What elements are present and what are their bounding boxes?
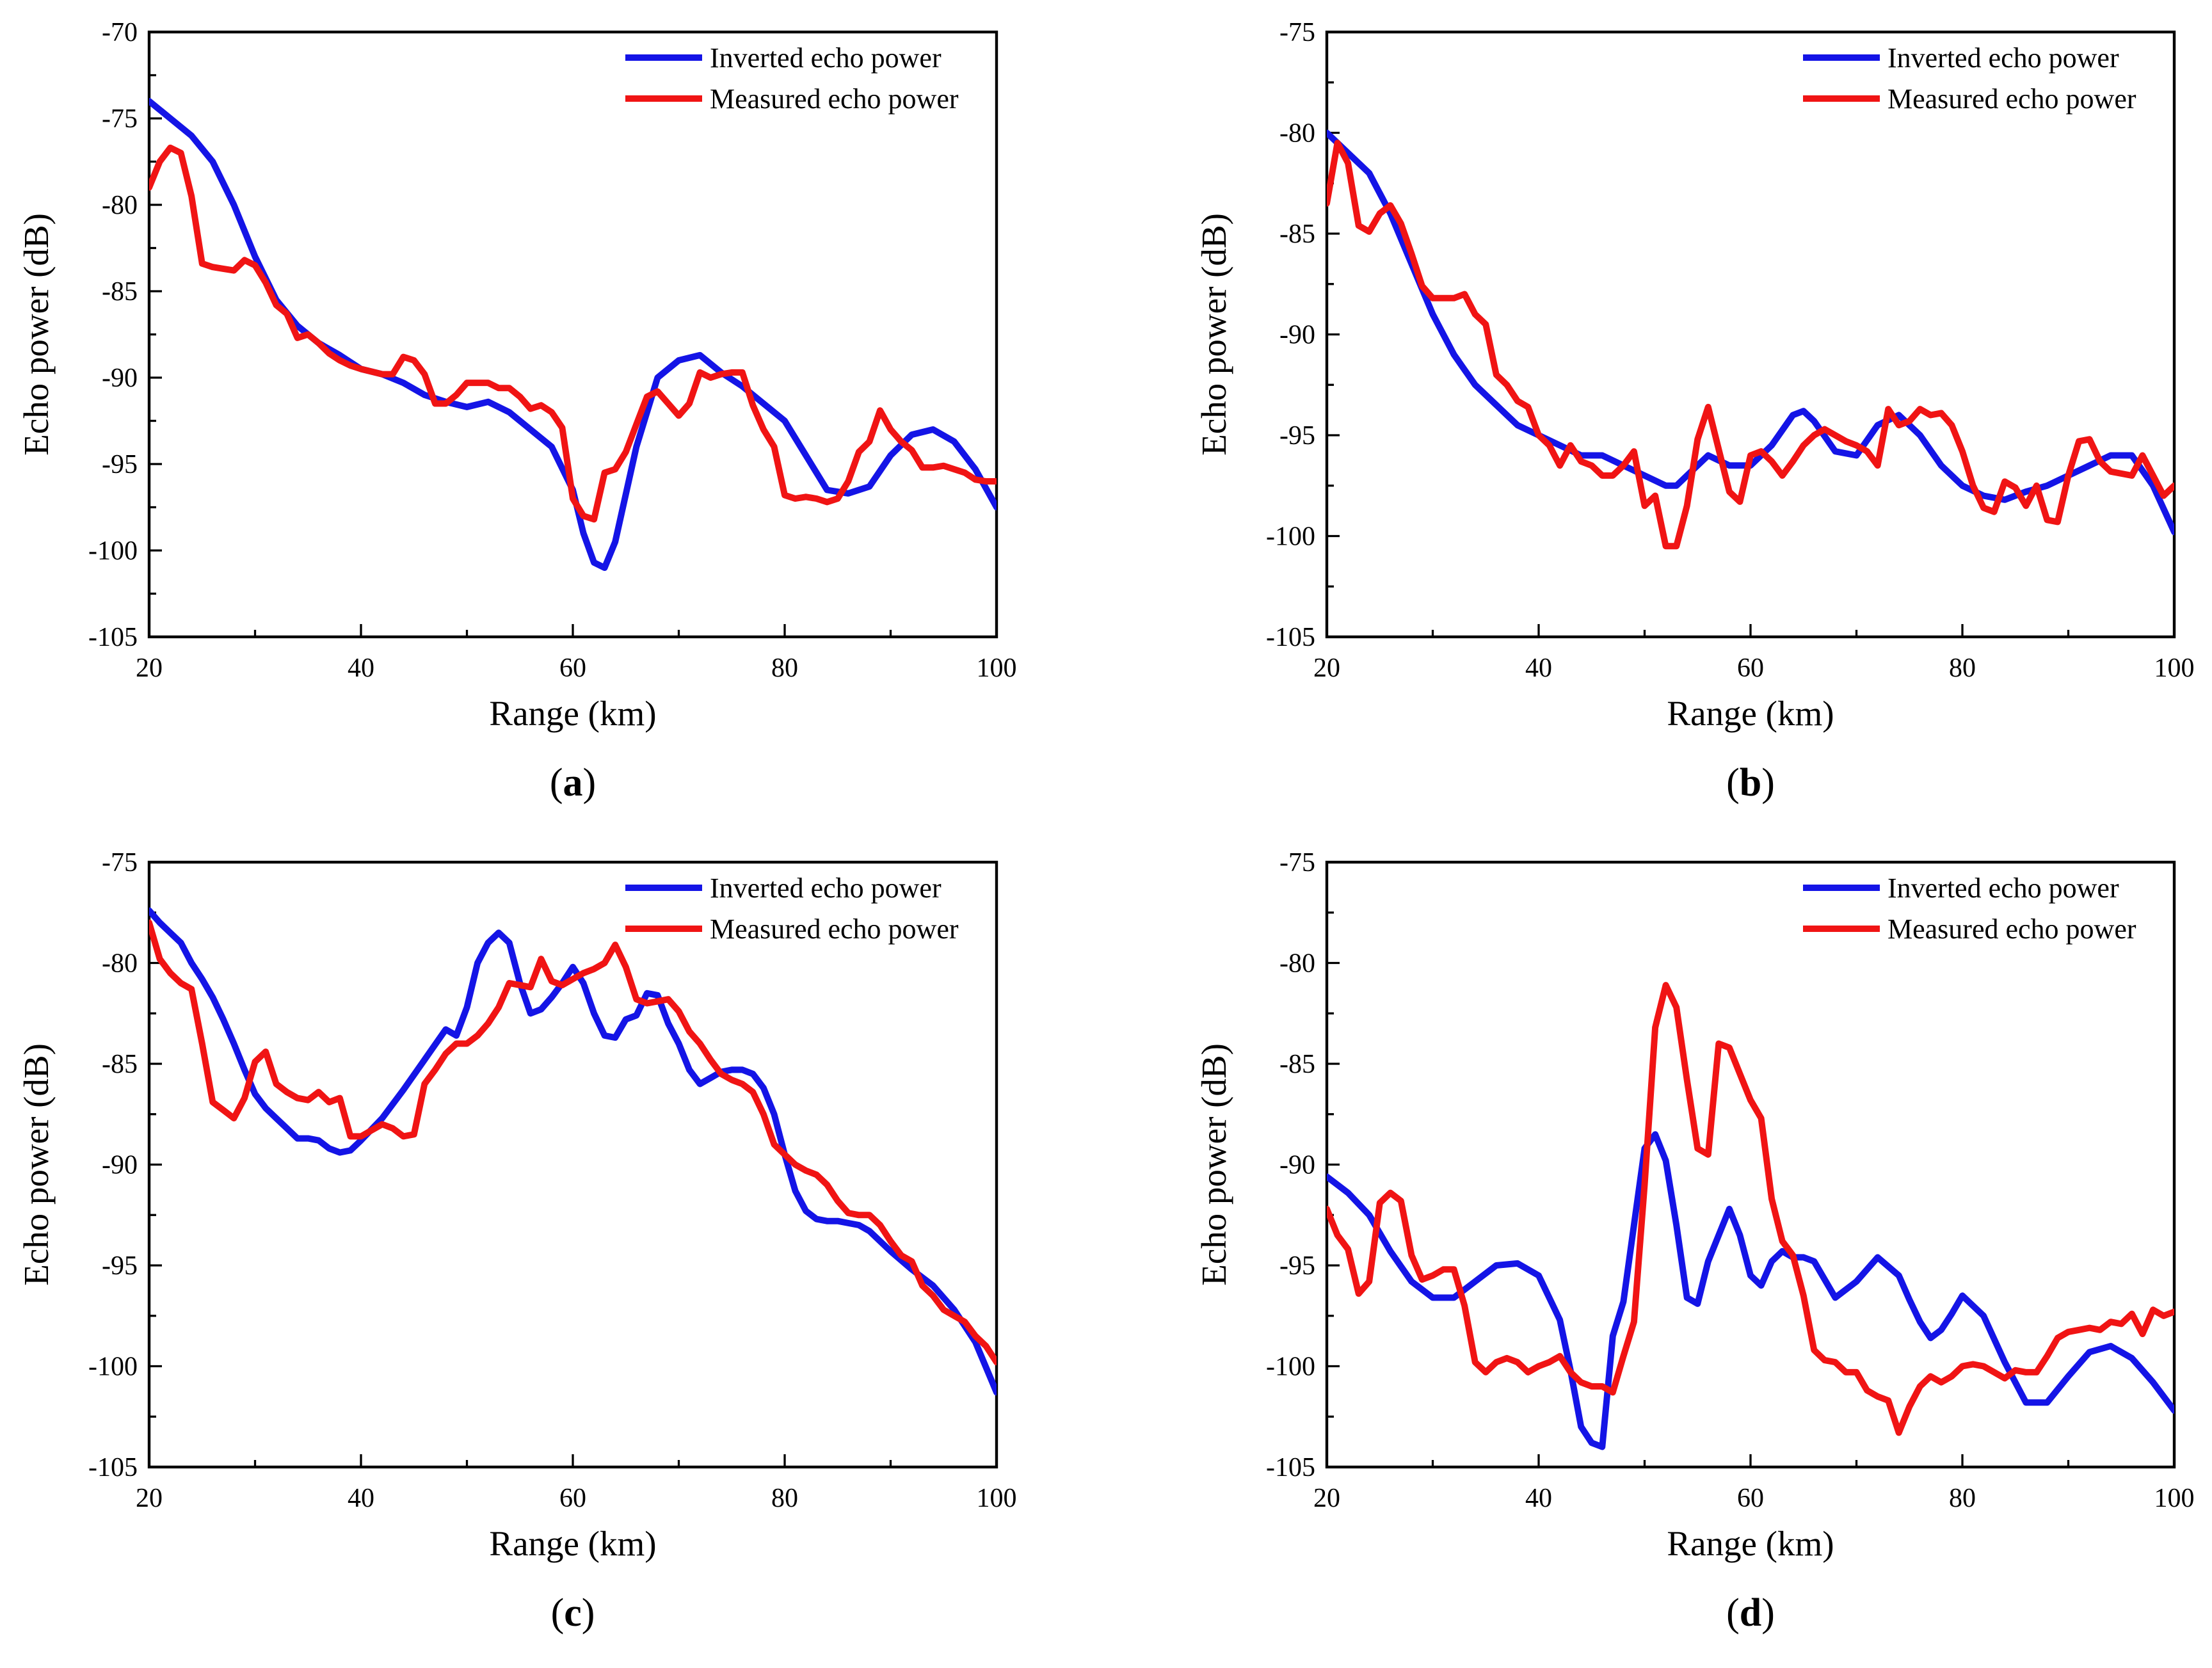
x-tick-label: 60 — [1737, 1484, 1764, 1513]
chart-panel-4: 20 40 60 80 100 -75 -80 -85 -90 -95 -100 -105 Range … — [1194, 848, 2195, 1635]
x-axis-label: Range (km) — [1667, 1524, 1834, 1563]
y-axis-label: Echo power (dB) — [17, 213, 56, 456]
y-tick-label: -85 — [102, 277, 138, 307]
legend-label: Inverted echo power — [1887, 42, 2119, 74]
plot-frame — [1325, 860, 2176, 1469]
series-line-measured — [149, 919, 997, 1366]
y-tick-label: -85 — [102, 1050, 138, 1079]
chart-panel-2: 20 40 60 80 100 -75 -80 -85 -90 -95 -100 -105 Range … — [1194, 18, 2195, 805]
x-tick-label: 80 — [771, 654, 798, 683]
x-tick-label: 100 — [977, 1484, 1017, 1513]
chart-panel-3: 20 40 60 80 100 -75 -80 -85 -90 -95 -100 -105 Range … — [17, 848, 1017, 1635]
y-tick-label: -100 — [1266, 522, 1315, 552]
y-tick-label: -90 — [1279, 1151, 1315, 1180]
x-tick-label: 80 — [771, 1484, 798, 1513]
caption-part: ) — [582, 1591, 595, 1635]
y-tick-label: -100 — [88, 1352, 138, 1382]
chart-panel-1: 20 40 60 80 100 -70 -75 -80 -85 -90 -95 -100 -105 Ran… — [17, 18, 1017, 805]
y-tick-label: -95 — [1279, 1251, 1315, 1281]
x-tick-label: 80 — [1949, 654, 1976, 683]
y-axis-label: Echo power (dB) — [1194, 1043, 1233, 1286]
x-axis-label: Range (km) — [489, 694, 656, 733]
panel-caption: (d) — [1726, 1591, 1775, 1635]
caption-part: a — [563, 761, 583, 805]
y-tick-label: -90 — [102, 1151, 138, 1180]
y-tick-label: -75 — [1279, 848, 1315, 878]
series-line-measured — [149, 144, 997, 523]
legend-label: Measured echo power — [1887, 83, 2136, 115]
y-tick-label: -80 — [102, 191, 138, 220]
panel-caption: (c) — [551, 1591, 595, 1635]
caption-part: ( — [1726, 1591, 1740, 1635]
caption-part: b — [1740, 761, 1761, 805]
series-line-inverted — [149, 907, 997, 1396]
x-tick-label: 20 — [136, 654, 163, 683]
y-tick-label: -105 — [1266, 623, 1315, 652]
y-tick-label: -95 — [102, 1251, 138, 1281]
y-axis-label: Echo power (dB) — [1194, 213, 1233, 456]
y-tick-label: -75 — [102, 104, 138, 134]
series-line-inverted — [1327, 1131, 2174, 1450]
plot-frame — [147, 30, 998, 639]
caption-part: ) — [583, 761, 597, 805]
y-tick-label: -70 — [102, 18, 138, 47]
caption-part: ( — [551, 1591, 565, 1635]
y-tick-label: -100 — [1266, 1352, 1315, 1382]
y-tick-label: -100 — [88, 536, 138, 566]
series-line-measured — [1327, 982, 2174, 1436]
y-tick-label: -95 — [1279, 421, 1315, 451]
caption-part: ) — [1761, 1591, 1775, 1635]
caption-part: d — [1740, 1591, 1761, 1635]
series-line-measured — [1327, 140, 2174, 550]
x-tick-label: 20 — [1313, 1484, 1340, 1513]
x-axis-label: Range (km) — [489, 1524, 656, 1563]
series-line-inverted — [1327, 129, 2174, 536]
y-tick-label: -80 — [102, 949, 138, 979]
y-tick-label: -85 — [1279, 220, 1315, 249]
x-tick-label: 100 — [2154, 654, 2195, 683]
y-tick-label: -95 — [102, 450, 138, 479]
y-axis-label: Echo power (dB) — [17, 1043, 56, 1286]
y-tick-label: -80 — [1279, 119, 1315, 148]
y-tick-label: -85 — [1279, 1050, 1315, 1079]
y-tick-label: -105 — [1266, 1453, 1315, 1482]
legend-label: Measured echo power — [710, 83, 959, 115]
panel-caption: (a) — [550, 761, 596, 805]
y-tick-label: -80 — [1279, 949, 1315, 979]
x-tick-label: 40 — [348, 1484, 374, 1513]
x-tick-label: 100 — [977, 654, 1017, 683]
legend-label: Measured echo power — [710, 913, 959, 945]
legend-label: Inverted echo power — [710, 42, 942, 74]
x-tick-label: 80 — [1949, 1484, 1976, 1513]
caption-part: ) — [1761, 761, 1775, 805]
x-tick-label: 60 — [559, 654, 586, 683]
x-tick-label: 20 — [1313, 654, 1340, 683]
y-tick-label: -90 — [1279, 321, 1315, 350]
caption-part: c — [564, 1591, 582, 1635]
y-tick-label: -90 — [102, 364, 138, 393]
series-line-inverted — [149, 98, 997, 571]
x-tick-label: 40 — [1525, 654, 1552, 683]
x-tick-label: 100 — [2154, 1484, 2195, 1513]
x-tick-label: 20 — [136, 1484, 163, 1513]
panel-caption: (b) — [1726, 761, 1775, 805]
y-tick-label: -105 — [88, 1453, 138, 1482]
legend-label: Inverted echo power — [1887, 872, 2119, 904]
plot-frame — [147, 860, 998, 1469]
plot-frame — [1325, 30, 2176, 639]
x-tick-label: 40 — [348, 654, 374, 683]
legend-label: Measured echo power — [1887, 913, 2136, 945]
x-tick-label: 40 — [1525, 1484, 1552, 1513]
caption-part: ( — [550, 761, 563, 805]
x-tick-label: 60 — [559, 1484, 586, 1513]
caption-part: ( — [1726, 761, 1740, 805]
legend-label: Inverted echo power — [710, 872, 942, 904]
x-tick-label: 60 — [1737, 654, 1764, 683]
y-tick-label: -75 — [102, 848, 138, 878]
y-tick-label: -105 — [88, 623, 138, 652]
x-axis-label: Range (km) — [1667, 694, 1834, 733]
y-tick-label: -75 — [1279, 18, 1315, 47]
